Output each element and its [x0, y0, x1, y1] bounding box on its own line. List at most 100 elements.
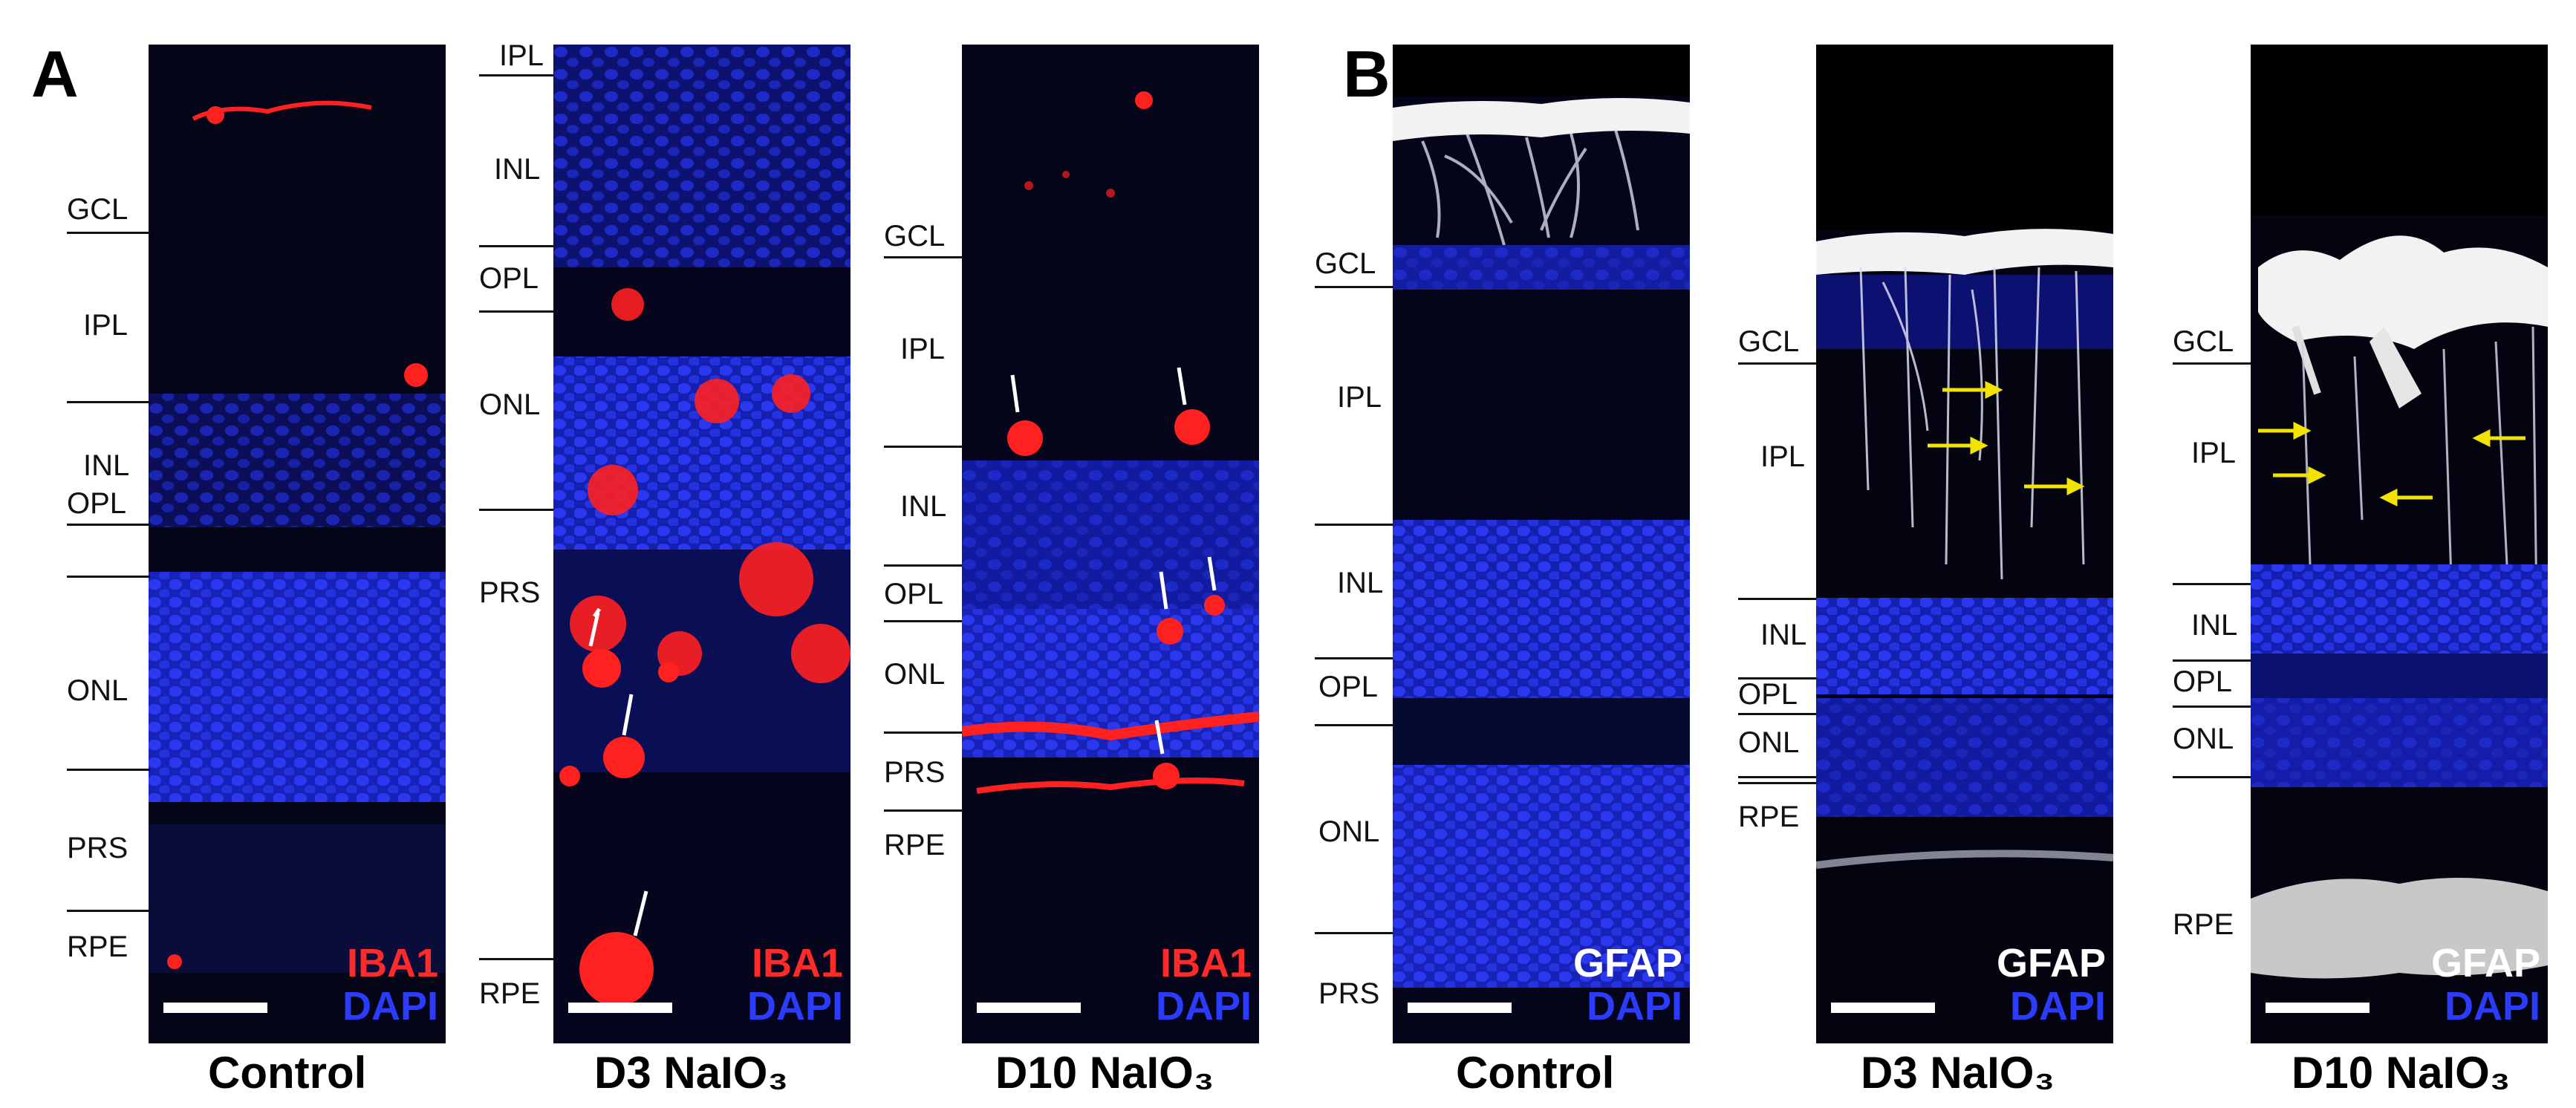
scale-bar — [2266, 1003, 2370, 1013]
layer-divider — [1738, 362, 1816, 365]
layer-divider — [1738, 677, 1816, 680]
micrograph-strip-b-control: GFAP DAPI — [1393, 45, 1690, 1043]
micrograph-a-d3 — [553, 45, 850, 1043]
layer-label-onl: ONL — [479, 388, 541, 421]
layer-divider — [884, 446, 962, 448]
micrograph-b-d3 — [1816, 45, 2113, 1043]
micrograph-strip-a-control: IBA1 DAPI — [149, 45, 446, 1043]
layer-label-rpe: RPE — [1738, 801, 1800, 833]
layer-label-onl: ONL — [1318, 815, 1380, 848]
micrograph-strip-a-d3: IBA1 DAPI — [553, 45, 850, 1043]
layer-divider — [2173, 659, 2251, 662]
layer-label-prs: PRS — [884, 756, 946, 789]
layer-label-ipl: IPL — [2191, 437, 2237, 469]
layer-label-inl: INL — [2191, 609, 2238, 642]
stain-label-gfap: GFAP — [1996, 941, 2106, 985]
condition-label: D3 NaIO₃ — [1861, 1048, 2055, 1098]
layer-label-gcl: GCL — [2173, 325, 2234, 358]
condition-label: D3 NaIO₃ — [594, 1048, 789, 1098]
layer-label-rpe: RPE — [2173, 908, 2234, 941]
layer-divider — [479, 245, 553, 247]
layer-label-opl: OPL — [2173, 665, 2233, 698]
layer-divider — [479, 310, 553, 313]
layer-divider — [1315, 657, 1393, 659]
layer-label-ipl: IPL — [1760, 440, 1806, 473]
layer-label-opl: OPL — [479, 262, 539, 295]
layer-label-ipl: IPL — [900, 333, 946, 365]
layer-label-inl: INL — [494, 153, 541, 186]
stain-label-gfap: GFAP — [2430, 941, 2540, 985]
layer-divider — [1315, 932, 1393, 934]
layer-divider — [1738, 598, 1816, 600]
scale-bar — [163, 1003, 267, 1013]
condition-label: Control — [208, 1048, 367, 1098]
stain-label-dapi: DAPI — [1155, 984, 1252, 1029]
layer-divider — [2173, 705, 2251, 708]
micrograph-strip-b-d3: GFAP DAPI — [1816, 45, 2113, 1043]
condition-label: Control — [1456, 1048, 1615, 1098]
layer-label-ipl: IPL — [83, 309, 129, 342]
scale-bar — [568, 1003, 672, 1013]
layer-label-onl: ONL — [67, 674, 129, 707]
layer-divider — [2173, 583, 2251, 585]
layer-label-opl: OPL — [1318, 671, 1379, 703]
micrograph-a-d10 — [962, 45, 1259, 1043]
layer-label-rpe: RPE — [884, 829, 946, 861]
scale-bar — [1831, 1003, 1935, 1013]
scale-bar — [977, 1003, 1081, 1013]
layer-divider — [884, 256, 962, 258]
layer-divider — [1315, 524, 1393, 526]
layer-label-prs: PRS — [1318, 977, 1380, 1010]
layer-label-gcl: GCL — [1738, 325, 1800, 358]
layer-divider — [884, 620, 962, 622]
layer-label-inl: INL — [900, 490, 947, 523]
layer-label-opl: OPL — [884, 578, 944, 610]
layer-label-inl: INL — [1760, 619, 1807, 651]
layer-divider — [67, 576, 150, 578]
layer-divider — [67, 232, 150, 234]
panel-letter-b: B — [1343, 37, 1391, 111]
stain-label-iba1: IBA1 — [346, 941, 438, 985]
layer-divider — [1738, 713, 1816, 715]
layer-divider — [67, 910, 150, 912]
layer-label-prs: PRS — [67, 832, 129, 864]
stain-label-gfap: GFAP — [1572, 941, 1682, 985]
micrograph-b-control — [1393, 45, 1690, 1043]
micrograph-b-d10 — [2251, 45, 2548, 1043]
layer-label-onl: ONL — [1738, 726, 1800, 759]
layer-label-opl: OPL — [67, 487, 127, 520]
layer-label-rpe: RPE — [479, 977, 541, 1010]
layer-label-inl: INL — [1337, 567, 1384, 599]
micrograph-strip-b-d10: GFAP DAPI — [2251, 45, 2548, 1043]
layer-divider — [2173, 776, 2251, 778]
scale-bar — [1408, 1003, 1512, 1013]
layer-divider — [2173, 362, 2251, 365]
layer-divider — [1738, 782, 1816, 784]
micrograph-strip-a-d10: IBA1 DAPI — [962, 45, 1259, 1043]
condition-label: D10 NaIO₃ — [995, 1048, 1214, 1098]
stain-label-dapi: DAPI — [342, 984, 438, 1029]
panel-letter-a: A — [31, 37, 79, 111]
layer-divider — [1315, 286, 1393, 288]
layer-divider — [1738, 776, 1816, 778]
layer-label-opl: OPL — [1738, 678, 1798, 711]
layer-label-gcl: GCL — [1315, 247, 1376, 280]
layer-label-ipl: IPL — [1337, 381, 1382, 414]
stain-label-dapi: DAPI — [747, 984, 843, 1029]
layer-divider — [67, 524, 150, 526]
layer-divider — [479, 509, 553, 511]
layer-label-prs: PRS — [479, 576, 541, 609]
stain-label-dapi: DAPI — [2009, 984, 2106, 1029]
layer-divider — [479, 958, 553, 960]
layer-label-inl: INL — [83, 449, 130, 482]
stain-label-iba1: IBA1 — [1159, 941, 1252, 985]
layer-divider — [884, 809, 962, 812]
condition-label: D10 NaIO₃ — [2292, 1048, 2511, 1098]
stain-label-iba1: IBA1 — [751, 941, 843, 985]
stain-label-dapi: DAPI — [2444, 984, 2540, 1029]
stain-label-dapi: DAPI — [1586, 984, 1682, 1029]
layer-label-gcl: GCL — [67, 193, 129, 226]
micrograph-a-control — [149, 45, 446, 1043]
layer-label-ipl: IPL — [499, 39, 544, 72]
layer-divider — [479, 74, 553, 76]
